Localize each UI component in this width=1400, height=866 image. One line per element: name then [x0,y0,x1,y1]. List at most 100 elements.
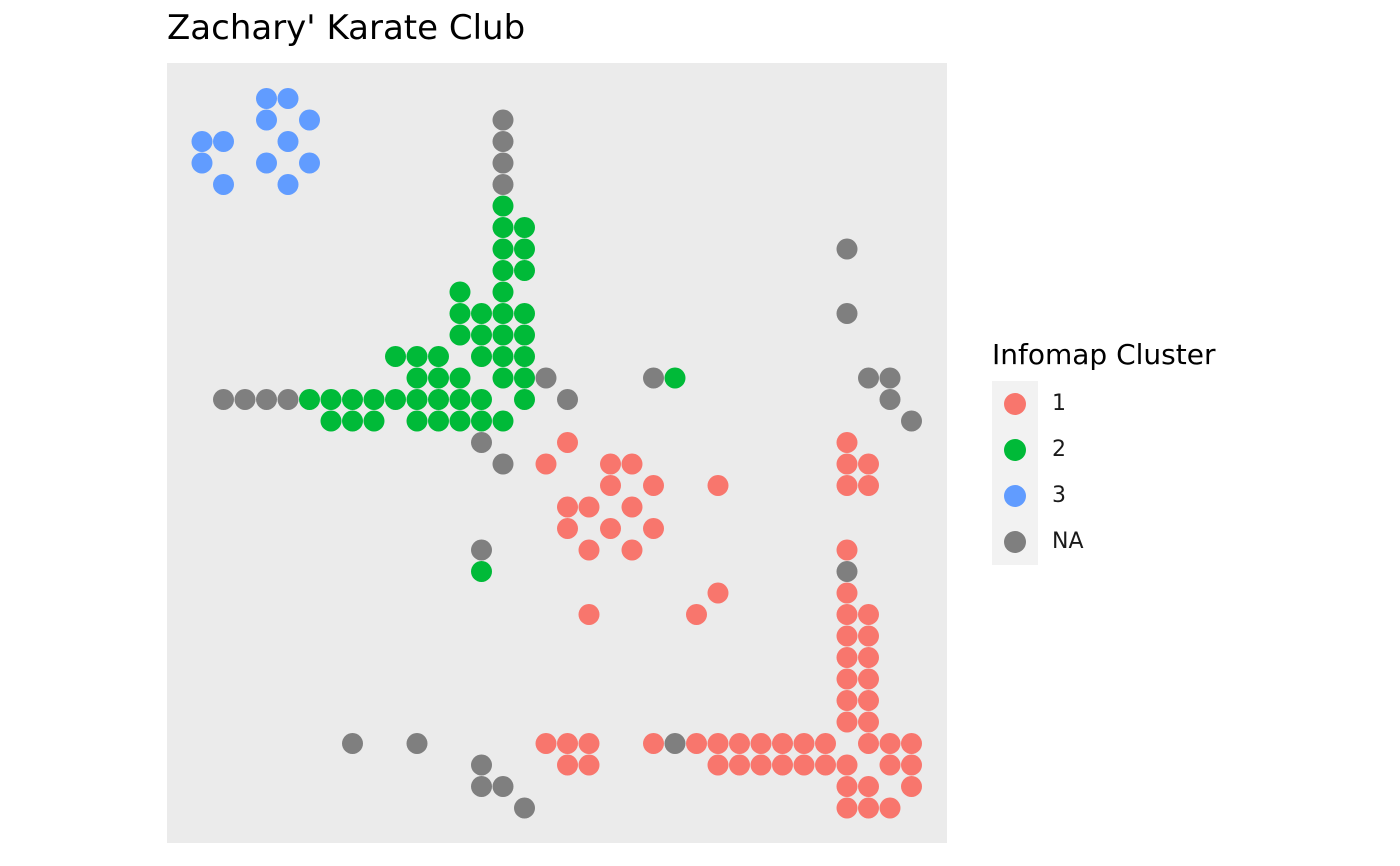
legend-swatch-3 [1004,485,1026,507]
point-cluster-1 [858,776,879,797]
legend-label-1: 1 [1052,391,1066,416]
point-cluster-3 [277,174,299,195]
point-cluster-2 [514,260,535,281]
point-cluster-na [664,733,686,754]
point-cluster-3 [256,109,277,131]
legend-keys: 1 2 3 NA [992,381,1084,565]
point-cluster-1 [836,668,858,690]
point-cluster-3 [191,152,213,174]
point-cluster-3 [299,109,320,131]
point-cluster-1 [815,754,836,776]
legend-title: Infomap Cluster [992,338,1216,371]
legend-swatch-1 [1004,393,1026,415]
legend-label-3: 3 [1052,483,1066,508]
point-cluster-1 [815,733,836,754]
point-cluster-1 [879,754,901,776]
point-cluster-2 [449,389,471,410]
point-cluster-na [492,174,514,195]
legend-swatch-na [1004,531,1026,553]
point-cluster-2 [492,303,514,324]
point-cluster-1 [858,475,879,496]
point-cluster-1 [643,475,664,496]
point-cluster-na [492,453,514,475]
point-cluster-1 [901,754,922,776]
point-cluster-1 [707,475,729,496]
point-cluster-na [234,389,256,410]
point-cluster-2 [514,367,535,389]
point-cluster-2 [471,561,492,582]
point-cluster-2 [471,410,492,432]
point-cluster-1 [535,453,557,475]
point-cluster-1 [836,453,858,475]
point-cluster-2 [492,260,514,281]
point-cluster-2 [514,346,535,367]
point-cluster-2 [428,389,449,410]
point-cluster-1 [557,518,578,539]
point-cluster-2 [471,324,492,346]
point-cluster-2 [428,367,449,389]
point-cluster-2 [320,389,342,410]
point-cluster-1 [707,754,729,776]
point-cluster-na [471,432,492,453]
point-cluster-1 [836,475,858,496]
legend-item-2: 2 [992,427,1066,473]
point-cluster-2 [406,367,428,389]
point-cluster-3 [213,131,234,152]
point-cluster-na [256,389,277,410]
point-cluster-1 [836,582,858,604]
chart-title: Zachary' Karate Club [167,8,526,48]
point-cluster-2 [492,195,514,217]
point-cluster-1 [793,733,815,754]
point-cluster-1 [729,754,750,776]
point-cluster-2 [385,389,406,410]
point-cluster-2 [492,238,514,260]
point-cluster-1 [707,582,729,604]
legend-item-na: NA [992,519,1084,565]
point-cluster-1 [772,754,793,776]
point-cluster-1 [686,733,707,754]
point-cluster-3 [277,131,299,152]
point-cluster-1 [836,797,858,819]
point-cluster-na [643,367,664,389]
point-cluster-2 [342,389,363,410]
point-cluster-1 [707,733,729,754]
point-cluster-2 [363,389,385,410]
point-cluster-1 [772,733,793,754]
plot-panel [167,63,947,843]
point-cluster-2 [492,217,514,238]
point-cluster-2 [428,410,449,432]
point-cluster-1 [643,733,664,754]
point-cluster-2 [492,324,514,346]
point-cluster-na [492,776,514,797]
point-cluster-1 [836,647,858,668]
point-cluster-na [471,539,492,561]
point-cluster-na [514,797,535,819]
point-cluster-2 [514,389,535,410]
point-cluster-na [901,410,922,432]
point-cluster-2 [385,346,406,367]
point-cluster-1 [836,625,858,647]
point-cluster-1 [600,453,621,475]
point-cluster-2 [492,367,514,389]
point-cluster-1 [879,733,901,754]
point-cluster-na [471,776,492,797]
point-cluster-1 [836,711,858,733]
legend-label-2: 2 [1052,437,1066,462]
point-cluster-2 [406,410,428,432]
point-cluster-1 [557,496,578,518]
point-cluster-na [406,733,428,754]
point-cluster-2 [320,410,342,432]
point-cluster-1 [750,733,772,754]
point-cluster-na [836,238,858,260]
point-cluster-1 [858,690,879,711]
point-cluster-na [879,389,901,410]
point-cluster-2 [342,410,363,432]
legend-item-1: 1 [992,381,1066,427]
point-cluster-1 [858,647,879,668]
point-cluster-1 [578,539,600,561]
point-cluster-1 [578,733,600,754]
point-cluster-2 [492,346,514,367]
point-cluster-na [836,561,858,582]
point-cluster-2 [471,389,492,410]
point-cluster-3 [191,131,213,152]
